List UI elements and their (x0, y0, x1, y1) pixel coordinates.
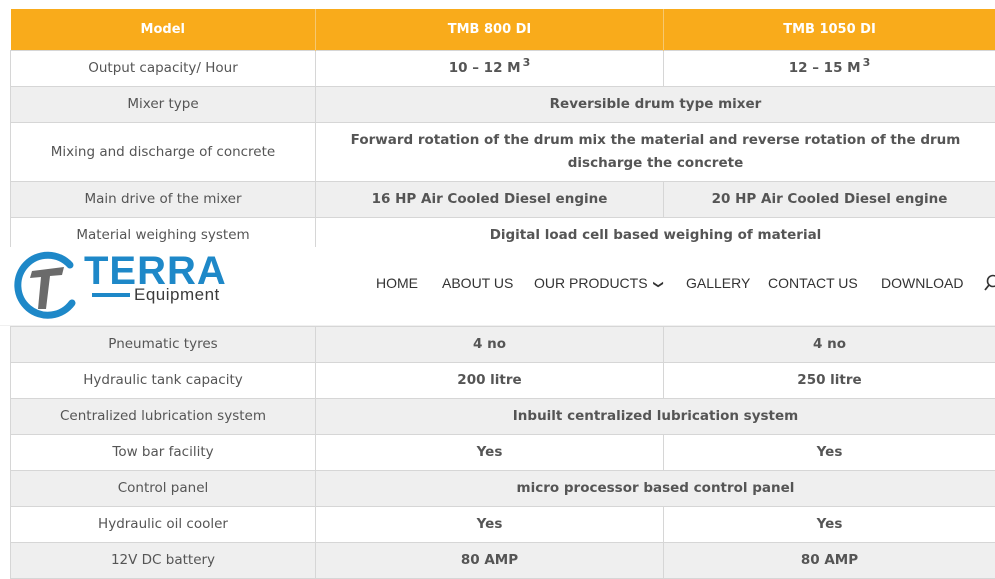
row-label: Control panel (11, 471, 316, 507)
header-model: Model (11, 9, 316, 51)
row-value: 80 AMP (316, 543, 664, 579)
row-label: Pneumatic tyres (11, 327, 316, 363)
superscript: 3 (863, 56, 871, 69)
row-value: Yes (664, 507, 995, 543)
table-row: Centralized lubrication system Inbuilt c… (11, 399, 995, 435)
site-header: TERRA Equipment HOME ABOUT US OUR PRODUC… (0, 247, 995, 325)
table-row: Control panel micro processor based cont… (11, 471, 995, 507)
table-row: Mixing and discharge of concrete Forward… (11, 123, 995, 182)
row-value: Inbuilt centralized lubrication system (316, 399, 995, 435)
row-value: Yes (316, 435, 664, 471)
table-row: Main drive of the mixer 16 HP Air Cooled… (11, 182, 995, 218)
table-row: Tow bar facility Yes Yes (11, 435, 995, 471)
row-label: Output capacity/ Hour (11, 51, 316, 87)
row-value: 80 AMP (664, 543, 995, 579)
row-label: Mixer type (11, 87, 316, 123)
chevron-down-icon: ❯ (652, 280, 663, 288)
row-label: Hydraulic oil cooler (11, 507, 316, 543)
row-value: 200 litre (316, 363, 664, 399)
row-value: 4 no (664, 327, 995, 363)
row-value: Reversible drum type mixer (316, 87, 995, 123)
nav-home[interactable]: HOME (376, 275, 418, 291)
row-value: Forward rotation of the drum mix the mat… (316, 123, 995, 182)
search-icon[interactable] (983, 274, 995, 292)
nav-our-products-label: OUR PRODUCTS (534, 275, 648, 291)
logo-subtitle: Equipment (134, 285, 220, 305)
nav-gallery[interactable]: GALLERY (686, 275, 750, 291)
nav-contact-us[interactable]: CONTACT US (768, 275, 858, 291)
header-model-1: TMB 800 DI (316, 9, 664, 51)
header-model-2: TMB 1050 DI (664, 9, 995, 51)
row-label: Centralized lubrication system (11, 399, 316, 435)
row-value: 250 litre (664, 363, 995, 399)
row-value: Yes (664, 435, 995, 471)
row-value: 20 HP Air Cooled Diesel engine (664, 182, 995, 218)
row-label: Mixing and discharge of concrete (11, 123, 316, 182)
table-row: Hydraulic oil cooler Yes Yes (11, 507, 995, 543)
terra-logo-icon (12, 247, 82, 322)
table-header-row: Model TMB 800 DI TMB 1050 DI (11, 9, 995, 51)
site-logo[interactable]: TERRA Equipment (12, 247, 252, 322)
nav-about-us[interactable]: ABOUT US (442, 275, 513, 291)
row-value: micro processor based control panel (316, 471, 995, 507)
row-label: Main drive of the mixer (11, 182, 316, 218)
table-row: Hydraulic tank capacity 200 litre 250 li… (11, 363, 995, 399)
logo-underline (92, 293, 130, 297)
table-row: 12V DC battery 80 AMP 80 AMP (11, 543, 995, 579)
superscript: 3 (523, 56, 531, 69)
nav-download[interactable]: DOWNLOAD (881, 275, 963, 291)
row-value: 4 no (316, 327, 664, 363)
row-value: 16 HP Air Cooled Diesel engine (316, 182, 664, 218)
table-row: Mixer type Reversible drum type mixer (11, 87, 995, 123)
nav-our-products[interactable]: OUR PRODUCTS ❯ (534, 275, 662, 291)
row-label: 12V DC battery (11, 543, 316, 579)
row-value: Yes (316, 507, 664, 543)
table-row: Pneumatic tyres 4 no 4 no (11, 327, 995, 363)
row-label: Tow bar facility (11, 435, 316, 471)
row-label: Hydraulic tank capacity (11, 363, 316, 399)
